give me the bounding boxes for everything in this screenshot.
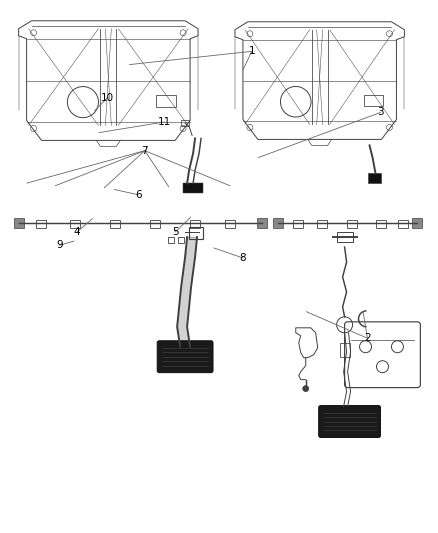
Bar bbox=[71, 220, 81, 228]
Bar bbox=[377, 220, 386, 228]
Bar bbox=[339, 343, 350, 357]
Text: 11: 11 bbox=[158, 117, 171, 127]
Bar bbox=[183, 183, 203, 193]
Bar bbox=[178, 237, 184, 243]
Text: 3: 3 bbox=[377, 108, 384, 117]
Text: 1: 1 bbox=[248, 46, 255, 56]
Bar bbox=[293, 220, 303, 228]
Bar bbox=[273, 218, 283, 228]
FancyBboxPatch shape bbox=[157, 341, 213, 373]
Bar bbox=[190, 220, 200, 228]
Bar bbox=[367, 173, 381, 183]
Text: 2: 2 bbox=[364, 333, 371, 343]
Text: 6: 6 bbox=[135, 190, 141, 200]
Bar bbox=[257, 218, 267, 228]
Bar bbox=[225, 220, 235, 228]
Text: 5: 5 bbox=[172, 227, 179, 237]
Bar bbox=[181, 120, 189, 126]
Bar bbox=[346, 220, 357, 228]
Text: 8: 8 bbox=[240, 253, 246, 263]
Text: 9: 9 bbox=[57, 240, 63, 251]
Circle shape bbox=[303, 385, 309, 392]
Bar bbox=[110, 220, 120, 228]
Text: 7: 7 bbox=[141, 146, 148, 156]
Bar bbox=[337, 232, 353, 242]
Bar bbox=[35, 220, 46, 228]
Bar bbox=[14, 218, 24, 228]
FancyBboxPatch shape bbox=[319, 406, 381, 438]
Polygon shape bbox=[177, 237, 197, 347]
Bar bbox=[156, 95, 176, 107]
Bar bbox=[317, 220, 327, 228]
Bar bbox=[364, 95, 384, 107]
Bar bbox=[189, 227, 203, 239]
Bar bbox=[168, 237, 174, 243]
Text: 10: 10 bbox=[101, 93, 114, 102]
Text: 4: 4 bbox=[74, 227, 81, 237]
Bar bbox=[399, 220, 408, 228]
Bar bbox=[150, 220, 160, 228]
Bar bbox=[413, 218, 422, 228]
